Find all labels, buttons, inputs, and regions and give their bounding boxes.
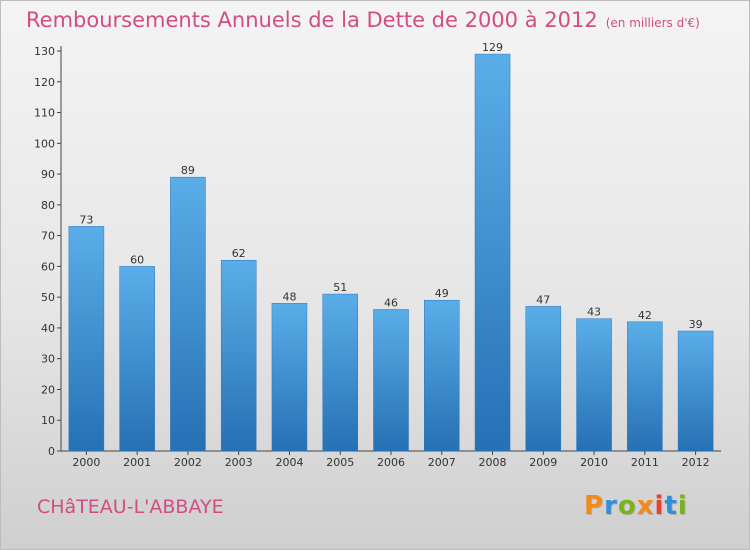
value-label: 48 <box>282 290 296 303</box>
x-tick-label: 2011 <box>631 456 659 469</box>
x-tick-label: 2010 <box>580 456 608 469</box>
bar-2012 <box>677 330 714 452</box>
chart-unit: (en milliers d'€) <box>605 16 700 30</box>
bar-2011 <box>627 321 663 452</box>
y-tick-label: 90 <box>41 168 55 181</box>
y-tick-label: 120 <box>34 76 55 89</box>
y-tick-label: 40 <box>41 322 55 335</box>
bar-2000 <box>68 226 105 452</box>
value-label: 47 <box>536 293 550 306</box>
x-tick-label: 2008 <box>479 456 507 469</box>
place-name: CHâTEAU-L'ABBAYE <box>37 496 224 518</box>
bars: 73 60 89 62 48 51 46 49 129 47 43 42 39 <box>68 41 714 452</box>
value-label: 49 <box>435 287 449 300</box>
bar-2002 <box>170 176 206 452</box>
y-tick-label: 60 <box>41 260 55 273</box>
x-tick-label: 2003 <box>225 456 253 469</box>
value-label: 39 <box>689 318 703 331</box>
value-label: 62 <box>232 247 246 260</box>
y-tick-label: 80 <box>41 199 55 212</box>
value-label: 42 <box>638 309 652 322</box>
chart-title: Remboursements Annuels de la Dette de 20… <box>26 8 700 32</box>
x-tick-label: 2000 <box>72 456 100 469</box>
x-tick-label: 2005 <box>326 456 354 469</box>
value-label: 51 <box>333 281 347 294</box>
logo-letter: i <box>677 491 688 521</box>
bar-2008 <box>474 53 511 452</box>
value-label: 43 <box>587 306 601 319</box>
logo-letter: o <box>617 491 637 521</box>
logo-letter: i <box>654 491 665 521</box>
value-label: 46 <box>384 296 398 309</box>
value-label: 60 <box>130 253 144 266</box>
x-tick-label: 2001 <box>123 456 151 469</box>
y-tick-label: 0 <box>48 445 55 458</box>
y-tick-label: 20 <box>41 383 55 396</box>
proxiti-logo: Proxiti <box>584 491 688 521</box>
y-tick-label: 110 <box>34 107 55 120</box>
y-tick-label: 30 <box>41 353 55 366</box>
chart-title-text: Remboursements Annuels de la Dette de 20… <box>26 8 598 32</box>
y-tick-label: 50 <box>41 291 55 304</box>
y-axis: 0 10 20 30 40 50 60 70 80 90 100 110 120 130 <box>34 45 62 458</box>
logo-letter: t <box>664 491 678 521</box>
bar-2007 <box>424 299 460 452</box>
value-label: 129 <box>482 41 503 54</box>
y-tick-label: 10 <box>41 414 55 427</box>
logo-letter: P <box>584 491 605 521</box>
x-tick-label: 2012 <box>682 456 710 469</box>
x-tick-label: 2006 <box>377 456 405 469</box>
bar-2005 <box>322 293 358 452</box>
bar-2006 <box>373 309 409 452</box>
bar-2004 <box>271 303 308 452</box>
x-tick-label: 2004 <box>275 456 303 469</box>
x-tick-label: 2009 <box>529 456 557 469</box>
value-label: 73 <box>79 213 93 226</box>
bar-2009 <box>525 306 562 452</box>
y-tick-label: 100 <box>34 137 55 150</box>
y-tick-label: 130 <box>34 45 55 58</box>
value-label: 89 <box>181 164 195 177</box>
logo-letter: r <box>604 491 618 521</box>
bar-2003 <box>220 259 257 452</box>
y-tick-label: 70 <box>41 230 55 243</box>
x-tick-label: 2002 <box>174 456 202 469</box>
x-tick-label: 2007 <box>428 456 456 469</box>
x-axis: 2000 2001 2002 2003 2004 2005 2006 2007 2008 2009… <box>61 450 721 469</box>
logo-letter: x <box>636 491 655 521</box>
bar-2010 <box>576 318 612 452</box>
bar-2001 <box>119 266 155 452</box>
